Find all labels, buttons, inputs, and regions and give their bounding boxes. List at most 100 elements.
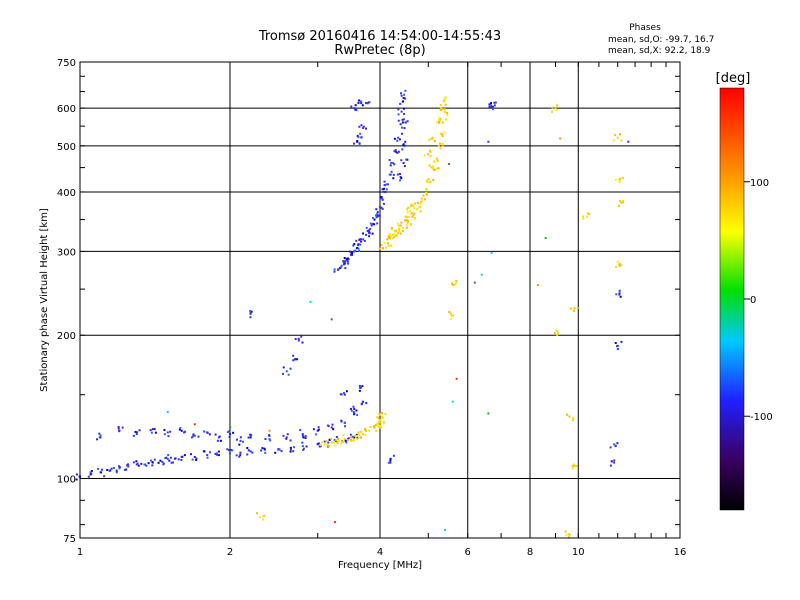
data-point (203, 430, 206, 433)
stats-title: Phases (629, 23, 661, 33)
data-point (316, 429, 319, 432)
data-point (550, 110, 553, 113)
data-point (366, 229, 369, 232)
data-point (251, 451, 254, 454)
data-point (388, 173, 391, 176)
data-point (292, 450, 295, 453)
data-point (433, 168, 436, 171)
data-point (393, 137, 396, 140)
data-point (377, 417, 380, 420)
data-point (136, 462, 139, 465)
data-point (292, 446, 295, 449)
data-point (397, 113, 400, 116)
data-point (425, 191, 428, 194)
y-axis-label: Stationary phase Virtual Height [km] (39, 208, 50, 392)
data-point (399, 123, 402, 126)
data-point (359, 101, 362, 104)
data-point (166, 457, 169, 460)
data-point (371, 232, 374, 235)
data-point (364, 434, 367, 437)
data-point (373, 218, 376, 221)
data-point (373, 426, 376, 429)
data-point (618, 133, 621, 136)
data-point (490, 105, 493, 108)
data-point (337, 439, 340, 442)
data-point (397, 222, 400, 225)
data-point (351, 254, 354, 257)
data-point (432, 168, 435, 171)
data-point (450, 314, 453, 317)
data-point (492, 108, 495, 111)
data-point (342, 260, 345, 263)
data-point (428, 164, 431, 167)
data-point (404, 140, 407, 143)
data-point (432, 179, 435, 182)
y-tick-label: 75 (63, 534, 76, 545)
data-point (448, 311, 451, 314)
x-tick-label: 6 (465, 547, 471, 558)
data-point (121, 426, 124, 429)
data-point (228, 449, 231, 452)
data-point (268, 434, 271, 437)
data-point (392, 177, 395, 180)
data-point (301, 434, 304, 437)
stats-line-o: mean, sd,O: -99.7, 16.7 (608, 35, 714, 45)
x-tick-label: 16 (674, 547, 687, 558)
data-point (333, 268, 336, 271)
data-point (406, 221, 409, 224)
data-point (373, 223, 376, 226)
data-point (358, 249, 361, 252)
data-point (239, 454, 242, 457)
data-point (379, 205, 381, 208)
data-point (115, 471, 118, 474)
data-point (292, 354, 295, 357)
data-point (376, 416, 379, 419)
data-point (402, 96, 405, 99)
data-point (614, 342, 617, 345)
data-point (301, 341, 304, 344)
data-point (214, 433, 217, 436)
data-point (357, 136, 360, 139)
data-point (356, 134, 359, 137)
data-point (392, 162, 395, 165)
data-point (447, 162, 450, 165)
data-point (490, 251, 493, 254)
data-point (397, 119, 400, 122)
data-point (627, 140, 630, 143)
data-point (190, 436, 193, 439)
data-point (344, 259, 347, 262)
data-point (395, 151, 398, 154)
data-point (157, 461, 160, 464)
data-point (103, 475, 106, 478)
data-point (390, 228, 393, 231)
data-point (294, 338, 297, 341)
data-point (618, 289, 621, 292)
data-point (412, 204, 415, 207)
data-point (413, 212, 416, 215)
data-point (344, 267, 347, 270)
data-point (429, 180, 432, 183)
data-point (413, 202, 416, 205)
data-point (101, 468, 104, 471)
data-point (403, 113, 406, 116)
data-point (358, 384, 361, 387)
data-point (335, 436, 338, 439)
data-point (351, 435, 354, 438)
data-point (618, 263, 621, 266)
data-point (384, 190, 387, 193)
y-axis-ticks: 75 100 200 300 400 500 600 750 (57, 58, 680, 545)
data-point (296, 358, 299, 361)
data-point (232, 431, 235, 434)
data-point (357, 99, 360, 102)
data-point (268, 438, 271, 441)
data-point (397, 150, 400, 153)
data-point (401, 148, 404, 151)
colorbar-label: [deg] (716, 71, 751, 86)
data-point (219, 439, 222, 442)
data-point (397, 108, 400, 111)
data-point (383, 242, 386, 245)
data-point (171, 461, 174, 464)
data-point (416, 202, 419, 205)
data-point (375, 429, 378, 432)
data-point (278, 448, 281, 451)
